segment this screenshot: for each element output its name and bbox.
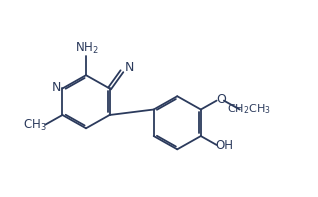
Text: NH$_2$: NH$_2$ <box>75 41 99 56</box>
Text: CH$_3$: CH$_3$ <box>23 118 46 133</box>
Text: CH$_2$CH$_3$: CH$_2$CH$_3$ <box>227 103 271 116</box>
Text: OH: OH <box>215 139 233 152</box>
Text: O: O <box>216 93 226 106</box>
Text: N: N <box>125 61 134 74</box>
Text: N: N <box>52 81 61 94</box>
